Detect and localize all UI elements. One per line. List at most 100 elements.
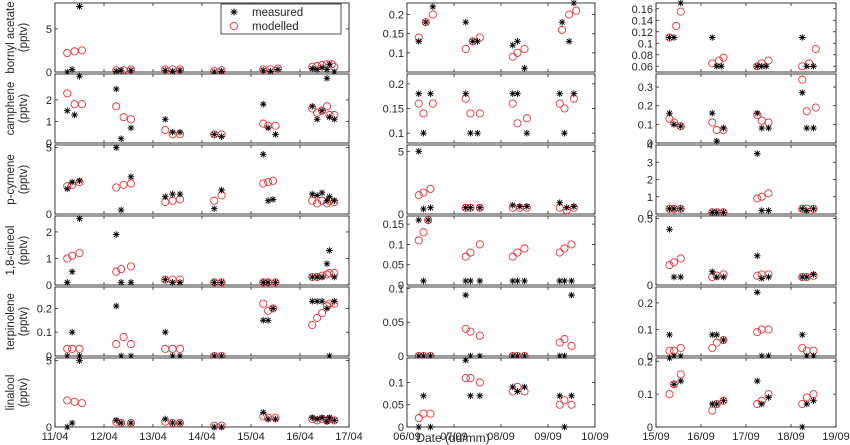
modelled-point (719, 396, 728, 405)
panel: 05 (398, 144, 596, 221)
measured-point (509, 41, 517, 49)
measured-point (803, 352, 811, 360)
measured-point (218, 423, 225, 431)
modelled-point (555, 400, 564, 409)
row-ylabel-line: (pptv) (18, 307, 30, 337)
measured-point (176, 279, 184, 286)
measured-point (514, 388, 521, 395)
measured-point (176, 66, 184, 74)
measured-point (259, 317, 267, 324)
measured-point (176, 419, 184, 427)
modelled-point (567, 400, 576, 409)
measured-point (516, 203, 524, 210)
measured-point (331, 297, 338, 305)
modelled-point (259, 179, 268, 188)
modelled-point (424, 216, 433, 225)
measured-point (677, 0, 685, 7)
measured-point (318, 189, 326, 197)
y-tick-label: 0 (46, 67, 52, 79)
modelled-point (63, 89, 72, 98)
measured-point (68, 419, 76, 427)
row-ylabel-line: (pptv) (18, 94, 30, 124)
measured-point (415, 352, 423, 360)
measured-point (127, 352, 135, 360)
modelled-point (210, 196, 219, 205)
measured-point (264, 197, 272, 205)
measured-point (323, 75, 331, 82)
measured-point (568, 291, 575, 299)
measured-point (210, 279, 218, 286)
measured-point (561, 129, 568, 137)
panel: 0 0.1 0.2 0.3 (638, 73, 837, 150)
y-tick-label: 0.05 (383, 317, 404, 329)
measured-point (720, 336, 727, 344)
panel: 0 0.1 0.2 (638, 286, 837, 363)
measured-point (63, 423, 71, 431)
panel-frame (406, 144, 596, 215)
y-tick-label: 0.15 (383, 29, 404, 41)
modelled-point (811, 103, 820, 112)
modelled-point (461, 373, 470, 383)
measured-point (798, 273, 806, 281)
y-tick-label: 0.1 (638, 324, 653, 336)
measured-point (798, 423, 806, 431)
measured-point (509, 352, 517, 360)
measured-point (127, 279, 135, 286)
modelled-point (461, 324, 470, 333)
measured-point (117, 352, 125, 360)
measured-point (112, 85, 120, 93)
panel-frame (54, 73, 350, 144)
measured-point (259, 409, 267, 416)
measured-point (803, 124, 811, 132)
measured-point (803, 273, 811, 281)
panel: 0.1 0.15 0.2 (383, 73, 596, 144)
measured-point (272, 131, 279, 138)
modelled-point (126, 418, 135, 428)
modelled-point (555, 99, 564, 108)
measured-point (467, 352, 474, 360)
modelled-point (175, 344, 184, 353)
modelled-point (414, 414, 423, 423)
row-ylabel-line: (pptv) (18, 23, 30, 53)
measured-point (210, 68, 218, 76)
modelled-point (264, 306, 273, 315)
measured-point (521, 277, 528, 285)
modelled-point (513, 119, 522, 128)
measured-point (318, 273, 326, 281)
modelled-point (508, 99, 517, 108)
row-ylabel: bornyl acetate(pptv) (5, 1, 30, 73)
modelled-point (466, 373, 475, 383)
modelled-point (322, 102, 332, 111)
measured-point (666, 205, 673, 213)
measured-point (323, 418, 331, 425)
modelled-point (753, 271, 762, 280)
measured-point (765, 124, 772, 132)
row-ylabel: linalool(pptv) (5, 375, 30, 411)
measured-point (670, 352, 678, 360)
measured-point (308, 190, 316, 198)
measured-point (565, 38, 573, 45)
y-tick-label: 0 (647, 138, 653, 150)
measured-point (798, 34, 806, 41)
measured-point (326, 352, 333, 360)
measured-point (670, 121, 678, 128)
modelled-point (428, 10, 437, 19)
measured-point (514, 38, 521, 45)
y-tick-label: 1 (46, 253, 52, 265)
x-tick-label: 15/09 (642, 431, 670, 443)
measured-point (326, 113, 333, 121)
y-tick-label: 0.2 (389, 79, 404, 91)
x-tick-label: 17/04 (335, 431, 363, 443)
panel-frame (54, 144, 350, 215)
y-tick-label: 0.15 (383, 219, 404, 231)
measured-point (117, 66, 125, 74)
panel: 0.060.080.10.120.140.16 (632, 0, 837, 73)
modelled-point (798, 204, 807, 213)
modelled-point (802, 107, 811, 116)
measured-point (264, 317, 272, 324)
x-tick-label: 19/09 (822, 431, 850, 443)
row-ylabel: camphene(pptv) (5, 82, 30, 136)
measured-point (161, 66, 169, 74)
modelled-point (126, 262, 135, 271)
measured-point (758, 124, 766, 132)
